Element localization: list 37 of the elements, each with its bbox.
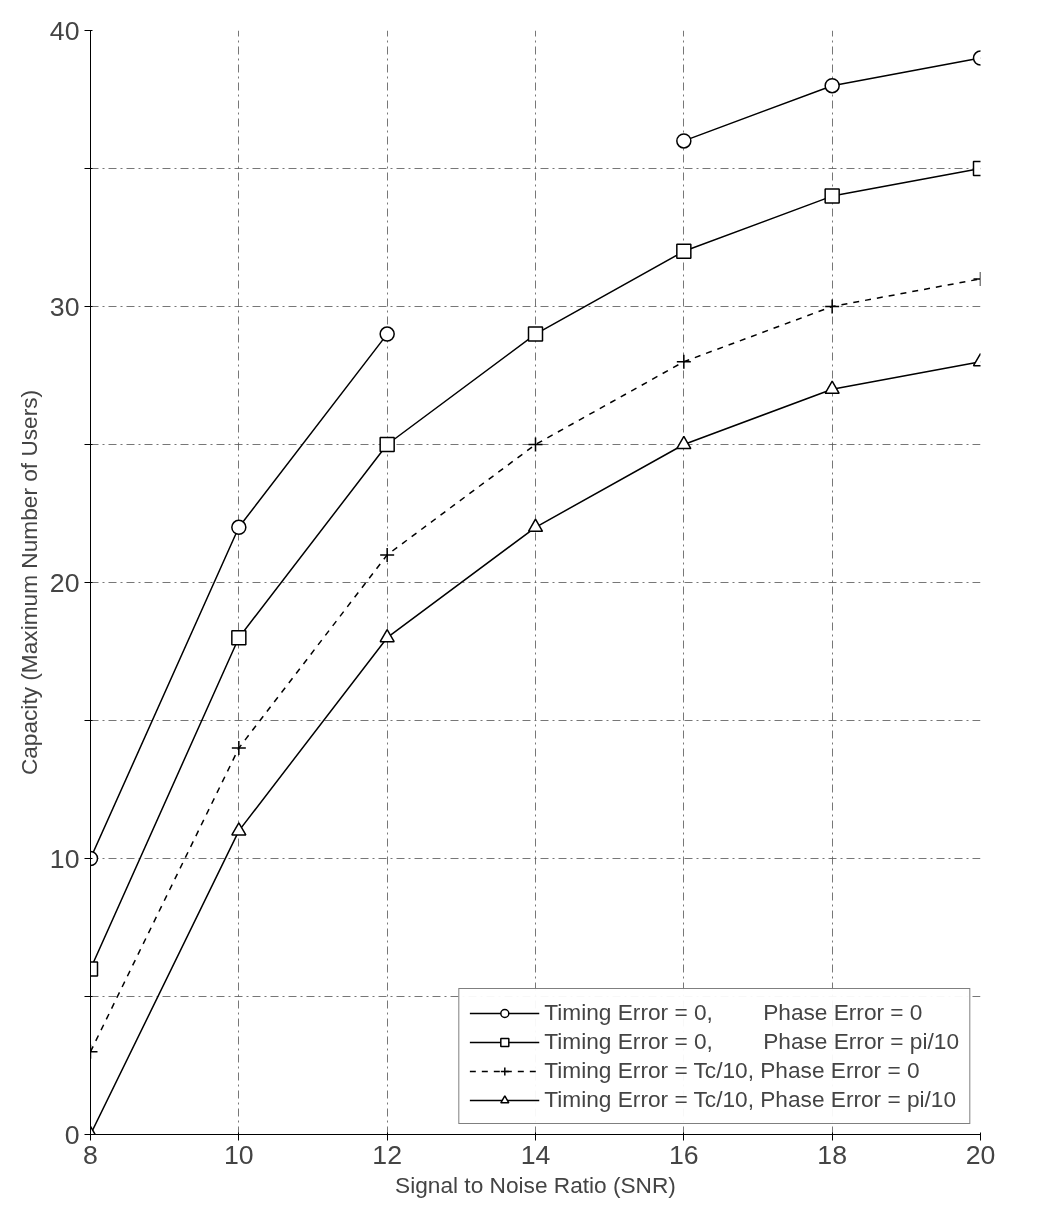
- x-tick-label: 14: [520, 1139, 551, 1170]
- y-tick-label: 20: [49, 567, 80, 598]
- y-tick-label: 0: [64, 1119, 80, 1150]
- point: [379, 326, 395, 342]
- x-tick-label: 10: [224, 1139, 254, 1170]
- point: [527, 326, 544, 342]
- point: [231, 629, 247, 646]
- x-tick-label: 18: [817, 1139, 847, 1170]
- point: [231, 740, 247, 756]
- x-tick-label: 16: [669, 1139, 699, 1170]
- point: [824, 380, 840, 395]
- legend-label: Timing Error = Tc/10, Phase Error = pi/10: [544, 1086, 957, 1113]
- y-tick-label: 40: [49, 15, 80, 46]
- point: [527, 518, 544, 533]
- legend-label: Timing Error = 0, Phase Error = pi/10: [544, 1028, 959, 1055]
- legend-label: Timing Error = Tc/10, Phase Error = 0: [544, 1057, 920, 1084]
- point: [379, 436, 395, 453]
- point: [824, 298, 840, 315]
- point: [676, 243, 692, 260]
- point: [379, 547, 395, 563]
- point: [676, 133, 692, 149]
- point: [231, 822, 247, 836]
- point: [676, 435, 692, 450]
- point: [527, 436, 544, 453]
- point: [231, 519, 247, 536]
- x-tick-label: 12: [372, 1139, 402, 1170]
- x-tick-label: 20: [965, 1139, 996, 1170]
- y-axis-title: Capacity (Maximum Number of Users): [15, 389, 42, 776]
- y-tick-label: 30: [49, 291, 80, 322]
- point: [379, 628, 395, 643]
- point: [824, 77, 840, 94]
- point: [824, 188, 840, 204]
- x-tick-label: 8: [83, 1139, 98, 1170]
- x-axis-title: Signal to Noise Ratio (SNR): [395, 1171, 676, 1198]
- point: [676, 353, 692, 370]
- y-tick-label: 10: [49, 843, 80, 874]
- legend-label: Timing Error = 0, Phase Error = 0: [544, 999, 923, 1026]
